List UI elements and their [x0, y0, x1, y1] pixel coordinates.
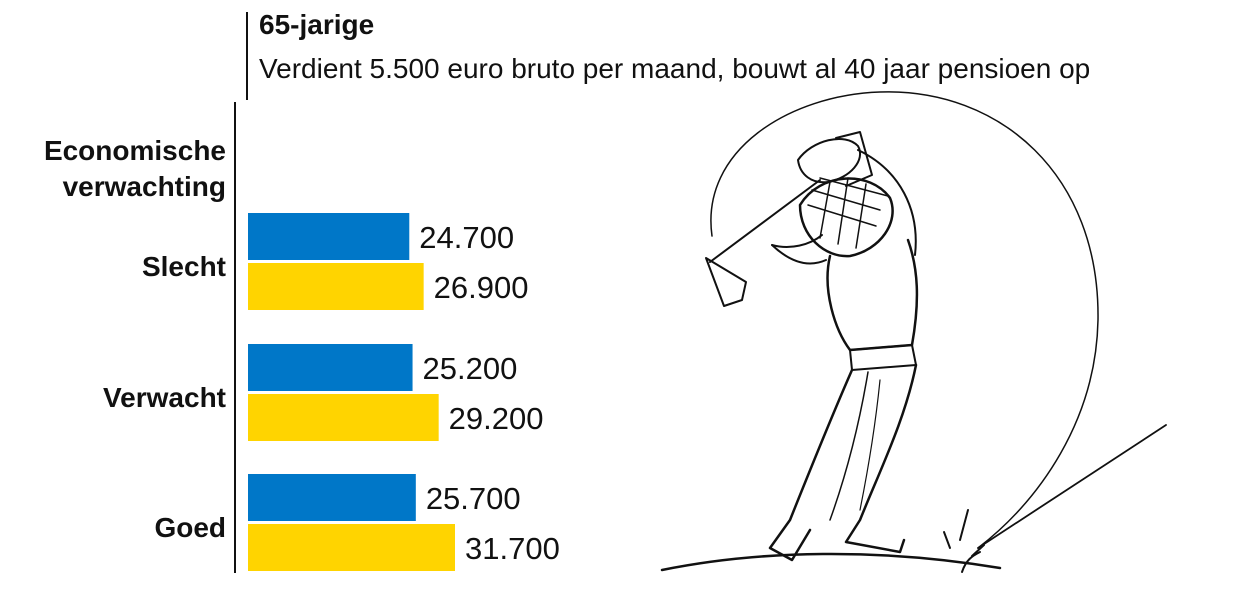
bar-group: Slecht 24.700 26.900 Verwacht 25.200 29.200 Go…: [103, 213, 560, 571]
bar-goed-series-2: [248, 524, 455, 571]
bar-goed-series-1: [248, 474, 416, 521]
bar-verwacht-series-1: [248, 344, 413, 391]
value-label-goed-series-1: 25.700: [426, 481, 521, 516]
bar-verwacht-series-2: [248, 394, 439, 441]
chart-subtitle: Verdient 5.500 euro bruto per maand, bou…: [259, 53, 1090, 84]
bar-slecht-series-2: [248, 263, 424, 310]
value-label-slecht-series-2: 26.900: [434, 270, 529, 305]
category-header-line1: Economische: [44, 135, 226, 166]
value-label-goed-series-2: 31.700: [465, 531, 560, 566]
chart-title: 65-jarige: [259, 9, 374, 40]
category-header-line2: verwachting: [63, 171, 226, 202]
value-label-verwacht-series-2: 29.200: [449, 401, 544, 436]
category-label-slecht: Slecht: [142, 251, 226, 282]
golfer-swinging-icon: [660, 91, 1167, 573]
bar-slecht-series-1: [248, 213, 410, 260]
value-label-verwacht-series-1: 25.200: [423, 351, 518, 386]
category-label-verwacht: Verwacht: [103, 382, 226, 413]
category-label-goed: Goed: [154, 512, 226, 543]
value-label-slecht-series-1: 24.700: [419, 220, 514, 255]
